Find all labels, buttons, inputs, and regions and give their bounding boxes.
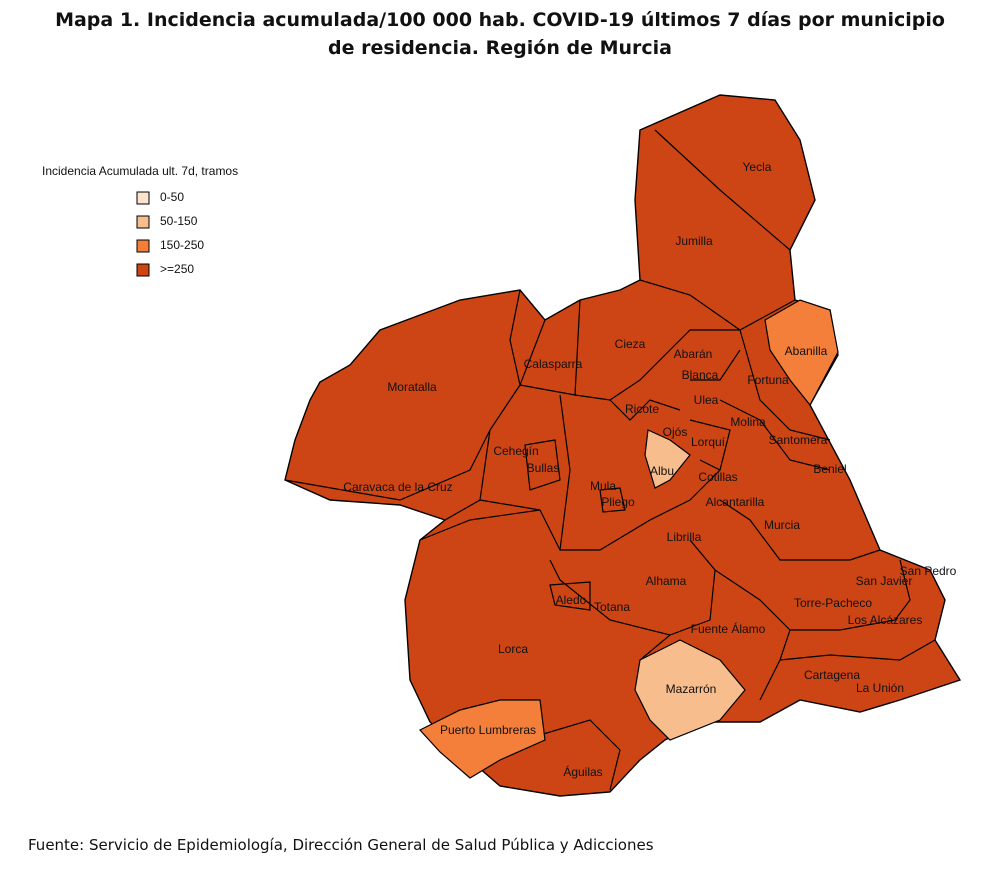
municipality	[419, 699, 546, 779]
legend-label: 150-250	[160, 238, 204, 252]
municipality	[644, 429, 691, 489]
municipality-label: Murcia	[764, 518, 800, 532]
municipality-label: Mula	[590, 479, 616, 493]
municipality-label: Lorca	[498, 642, 528, 656]
legend-label: 50-150	[160, 214, 198, 228]
municipality-label: Torre-Pacheco	[794, 596, 872, 610]
municipality-label: Los Alcázares	[848, 613, 923, 627]
municipality-label: Alcantarilla	[706, 495, 765, 509]
municipality-label: Cieza	[615, 337, 646, 351]
municipality-label: Mazarrón	[666, 682, 717, 696]
legend-label: >=250	[160, 262, 194, 276]
municipality-label: Molina	[730, 415, 766, 429]
municipality-label: La Unión	[856, 681, 904, 695]
legend-swatch	[136, 191, 150, 205]
municipality-label: Aledo	[556, 593, 587, 607]
municipality-label: Puerto Lumbreras	[440, 723, 536, 737]
legend-label: 0-50	[160, 190, 184, 204]
municipality-label: Lorquí	[691, 435, 726, 449]
municipality-label: San Pedro	[900, 564, 957, 578]
municipality-label: Yecla	[743, 160, 772, 174]
municipality-label: Abanilla	[785, 344, 828, 358]
municipality	[764, 299, 839, 407]
municipality-label: Ulea	[694, 393, 719, 407]
municipality-label: Ricote	[625, 402, 659, 416]
municipality-label: Caravaca de la Cruz	[343, 480, 452, 494]
legend-swatch	[136, 239, 150, 253]
municipality-label: Moratalla	[387, 380, 437, 394]
municipality-label: Santomera	[769, 433, 828, 447]
municipality-label: Jumilla	[675, 234, 713, 248]
municipality-label: San Javier	[856, 574, 913, 588]
municipality-label: Blanca	[682, 368, 719, 382]
municipality-label: Cehegín	[493, 444, 538, 458]
municipality-label: Fuente Álamo	[691, 621, 766, 636]
municipality-label: Cotillas	[698, 470, 737, 484]
map-title: Mapa 1. Incidencia acumulada/100 000 hab…	[0, 6, 1000, 62]
municipality-label: Bullas	[527, 461, 560, 475]
municipality-label: Calasparra	[524, 357, 583, 371]
municipality-label: Cartagena	[804, 668, 860, 682]
title-line: de residencia. Región de Murcia	[328, 37, 672, 59]
municipality-label: Alhama	[646, 574, 687, 588]
municipality-label: Librilla	[667, 530, 702, 544]
legend-title: Incidencia Acumulada ult. 7d, tramos	[42, 164, 238, 178]
municipality-label: Águilas	[563, 764, 602, 779]
municipality-label: Albu	[650, 464, 674, 478]
legend-swatch	[136, 263, 150, 277]
municipality	[634, 639, 746, 741]
municipality-label: Totana	[594, 600, 630, 614]
title-line: Mapa 1. Incidencia acumulada/100 000 hab…	[55, 9, 945, 31]
municipality-label: Beniel	[813, 462, 846, 476]
borders	[284, 129, 936, 791]
map: Incidencia Acumulada ult. 7d, tramos	[42, 94, 962, 797]
municipality-label: Fortuna	[747, 373, 789, 387]
municipality-label: Abarán	[674, 347, 713, 361]
source-note: Fuente: Servicio de Epidemiología, Direc…	[28, 836, 654, 854]
municipality-label: Pliego	[601, 495, 635, 509]
municipality-label: Ojós	[663, 425, 688, 439]
legend-swatch	[136, 215, 150, 229]
